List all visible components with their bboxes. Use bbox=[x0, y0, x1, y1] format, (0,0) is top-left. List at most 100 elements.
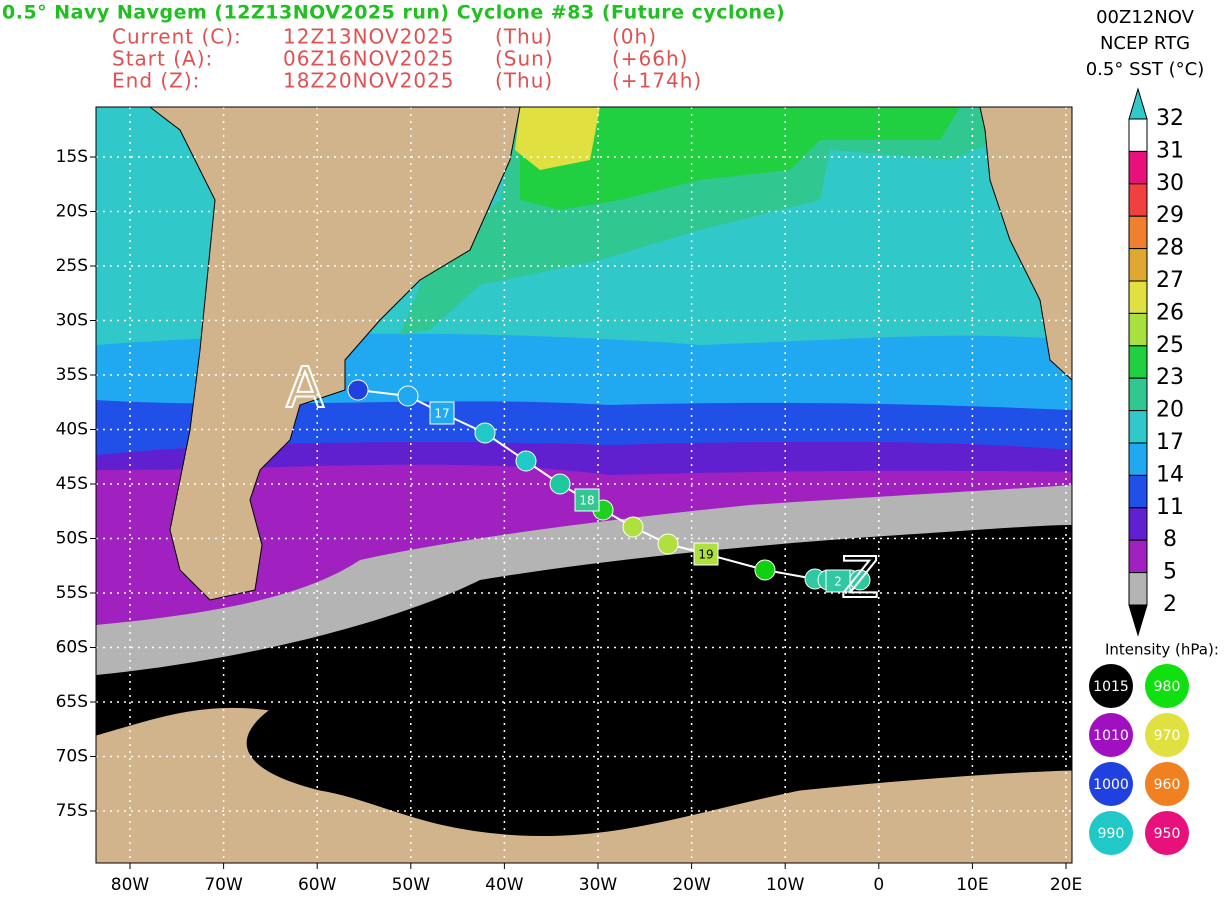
y-tick-label: 50S bbox=[56, 529, 88, 549]
intensity-swatch bbox=[1145, 811, 1189, 855]
colorbar-segment bbox=[1128, 410, 1148, 444]
day-label: 17 bbox=[434, 407, 449, 421]
colorbar-label: 8 bbox=[1163, 527, 1177, 552]
colorbar-segment bbox=[1128, 474, 1148, 509]
y-tick-label: 75S bbox=[56, 801, 88, 821]
y-tick-label: 25S bbox=[56, 256, 88, 276]
intensity-label: 1015 bbox=[1093, 679, 1129, 695]
x-tick-label: 50W bbox=[392, 875, 431, 895]
colorbar-segment bbox=[1128, 507, 1148, 541]
intensity-label: 950 bbox=[1154, 826, 1181, 842]
intensity-swatch bbox=[1145, 664, 1189, 708]
day-label: 18 bbox=[579, 494, 594, 508]
x-tick-label: 10E bbox=[956, 875, 988, 895]
colorbar-label: 29 bbox=[1156, 203, 1184, 228]
track-point bbox=[515, 450, 537, 472]
track-point bbox=[754, 559, 776, 581]
track-point bbox=[549, 473, 571, 495]
x-tick-label: 30W bbox=[579, 875, 618, 895]
sst-band bbox=[515, 107, 600, 170]
colorbar-label: 2 bbox=[1163, 592, 1177, 617]
colorbar-segment bbox=[1128, 539, 1148, 574]
sst-band bbox=[520, 107, 960, 210]
colorbar-segment bbox=[1128, 345, 1148, 379]
intensity-label: 990 bbox=[1098, 826, 1125, 842]
colorbar-label: 31 bbox=[1156, 138, 1184, 163]
axes: 80W 70W 60W 50W 40W 30W 20W 10W 0 10E 20E 15S 20S 25S… bbox=[56, 147, 1083, 895]
colorbar-label: 17 bbox=[1156, 430, 1184, 455]
day-label: 19 bbox=[698, 548, 713, 562]
x-tick-label: 60W bbox=[298, 875, 337, 895]
colorbar-segment bbox=[1128, 572, 1148, 606]
y-tick-label: 55S bbox=[56, 583, 88, 603]
colorbar: 32 31 30 29 28 27 26 25 23 20 17 14 11 8 5 2 bbox=[1128, 87, 1184, 637]
intensity-label: 1000 bbox=[1093, 777, 1129, 793]
colorbar-segment bbox=[1128, 280, 1148, 314]
header-text: Current (C): bbox=[112, 25, 242, 49]
colorbar-label: 25 bbox=[1156, 333, 1184, 358]
title: 0.5° Navy Navgem (12Z13NOV2025 run) Cycl… bbox=[2, 2, 785, 24]
map-area: 17 18 19 2 A Z bbox=[96, 107, 1072, 863]
track-point bbox=[397, 385, 419, 407]
sst-band bbox=[96, 525, 1072, 863]
colorbar-label: 28 bbox=[1156, 236, 1184, 261]
x-tick-label: 20E bbox=[1050, 875, 1082, 895]
colorbar-label: 20 bbox=[1156, 398, 1184, 423]
intensity-label: 960 bbox=[1154, 777, 1181, 793]
land-africa bbox=[979, 107, 1072, 381]
y-tick-label: 35S bbox=[56, 365, 88, 385]
colorbar-segment bbox=[1128, 312, 1148, 347]
x-tick-label: 10W bbox=[766, 875, 805, 895]
colorbar-label: 11 bbox=[1156, 495, 1184, 520]
x-tick-label: 20W bbox=[672, 875, 711, 895]
y-tick-label: 30S bbox=[56, 311, 88, 331]
y-tick-label: 45S bbox=[56, 474, 88, 494]
plot-frame bbox=[95, 106, 1073, 864]
x-tick-label: 70W bbox=[204, 875, 243, 895]
colorbar-segment bbox=[1128, 248, 1148, 282]
colorbar-segment bbox=[1128, 215, 1148, 250]
track-point bbox=[657, 533, 679, 555]
colorbar-label: 23 bbox=[1156, 365, 1184, 390]
day-label: 2 bbox=[834, 575, 842, 589]
header-text: 12Z13NOV2025 bbox=[283, 25, 455, 49]
intensity-label: 980 bbox=[1154, 679, 1181, 695]
y-tick-label: 40S bbox=[56, 420, 88, 440]
day-labels: 17 18 19 2 bbox=[429, 401, 851, 593]
intensity-swatch bbox=[1089, 713, 1133, 757]
colorbar-label: 5 bbox=[1163, 560, 1177, 585]
x-tick-label: 80W bbox=[111, 875, 150, 895]
header-text: 06Z16NOV2025 bbox=[283, 47, 455, 71]
y-tick-label: 20S bbox=[56, 202, 88, 222]
intensity-label: 970 bbox=[1154, 728, 1181, 744]
colorbar-label: 26 bbox=[1156, 300, 1184, 325]
colorbar-under bbox=[1128, 604, 1148, 637]
colorbar-label: 30 bbox=[1156, 171, 1184, 196]
colorbar-segment bbox=[1128, 118, 1148, 152]
y-tick-label: 60S bbox=[56, 638, 88, 658]
header-text: (Thu) bbox=[495, 69, 553, 93]
colorbar-segment bbox=[1128, 150, 1148, 185]
header-text: (Thu) bbox=[495, 25, 553, 49]
y-tick-label: 15S bbox=[56, 147, 88, 167]
x-tick-label: 0 bbox=[873, 875, 884, 895]
intensity-legend: Intensity (hPa): 1015 980 1010 970 1000 960 990… bbox=[1089, 641, 1219, 855]
header-text: (Sun) bbox=[495, 47, 554, 71]
header-text: Start (A): bbox=[112, 47, 213, 71]
colorbar-label: 32 bbox=[1156, 106, 1184, 131]
header-text: (+66h) bbox=[612, 47, 689, 71]
top-right-text: NCEP RTG bbox=[1100, 33, 1190, 54]
x-tick-label: 40W bbox=[485, 875, 524, 895]
intensity-swatch bbox=[1145, 713, 1189, 757]
day-box bbox=[693, 542, 719, 566]
intensity-swatch bbox=[1089, 811, 1133, 855]
colorbar-segment bbox=[1128, 183, 1148, 217]
day-box bbox=[825, 569, 851, 593]
y-tick-label: 70S bbox=[56, 747, 88, 767]
colorbar-label: 27 bbox=[1156, 268, 1184, 293]
intensity-label: 1010 bbox=[1093, 728, 1129, 744]
intensity-swatch bbox=[1089, 762, 1133, 806]
header-text: (+174h) bbox=[612, 69, 702, 93]
